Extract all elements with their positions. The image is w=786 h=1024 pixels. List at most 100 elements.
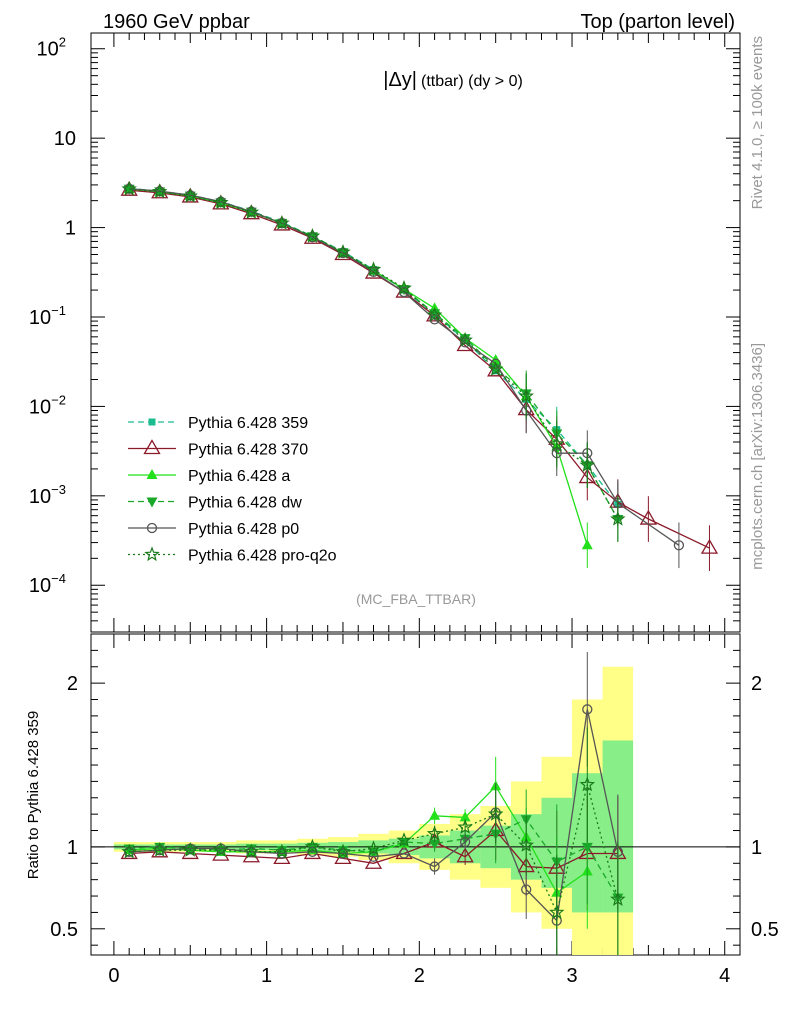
ratio-data-point <box>429 839 441 850</box>
y-tick-label: 10−1 <box>29 303 66 329</box>
ratio-series-line <box>129 709 619 922</box>
main-plot-area: 102 10 1 10−1 10−2 10−3 10−4 <box>29 33 740 633</box>
data-point <box>337 247 349 259</box>
ratio-y-tick-label-right: 2 <box>751 673 762 695</box>
ratio-data-point <box>398 848 410 859</box>
x-tick-label: 0 <box>108 965 119 987</box>
ratio-data-point <box>276 848 288 859</box>
y-tick-label: 102 <box>37 35 66 61</box>
ratio-data-point <box>304 838 321 854</box>
legend-label: Pythia 6.428 p0 <box>188 521 299 538</box>
y-tick-label: 10−3 <box>29 482 66 508</box>
ratio-data-point <box>245 844 257 855</box>
data-point <box>459 337 471 348</box>
y-tick-label: 1 <box>65 218 76 240</box>
ratio-data-point <box>396 832 412 847</box>
ratio-data-point <box>457 819 473 834</box>
x-axis-labels: 0 1 2 3 4 <box>108 965 730 987</box>
data-point <box>459 334 471 345</box>
data-point <box>121 180 137 196</box>
x-tick-label: 2 <box>414 965 425 987</box>
data-point <box>213 194 229 210</box>
ratio-series-line <box>129 784 619 915</box>
data-point <box>334 245 352 261</box>
ratio-series-line <box>129 785 588 894</box>
data-point <box>487 361 504 376</box>
ratio-data-point <box>213 842 229 857</box>
rivet-version: Rivet 4.1.0, ≥ 100k events <box>749 36 766 209</box>
ratio-data-point <box>151 842 168 857</box>
data-point <box>518 388 534 403</box>
ratio-y-tick-label: 1 <box>67 837 78 859</box>
ratio-data-point <box>123 844 135 855</box>
ratio-data-point <box>610 891 626 906</box>
series-line <box>129 188 680 546</box>
data-point <box>673 540 685 551</box>
source-link: mcplots.cern.ch [arXiv:1306.3436] <box>749 343 766 570</box>
ratio-data-point <box>337 848 349 859</box>
ratio-data-point <box>579 776 596 792</box>
ratio-data-point <box>521 884 532 895</box>
ratio-y-tick-label: 0.5 <box>50 919 78 941</box>
ratio-data-point <box>487 806 504 821</box>
ratio-data-point <box>276 846 288 857</box>
ratio-data-point <box>581 842 593 853</box>
main-subtitle: (ttbar) (dy > 0) <box>421 73 523 90</box>
ratio-data-point <box>337 846 349 857</box>
legend-label: Pythia 6.428 a <box>188 468 290 485</box>
series-line <box>129 188 588 546</box>
data-point <box>304 228 321 243</box>
legend-marker <box>143 439 161 455</box>
ratio-data-point <box>459 811 471 822</box>
ratio-data-point <box>426 825 443 841</box>
analysis-label: (MC_FBA_TTBAR) <box>356 591 476 607</box>
data-point <box>274 215 290 230</box>
ratio-data-point <box>365 840 382 856</box>
y-tick-label: 10 <box>54 128 76 150</box>
legend-marker <box>148 418 156 426</box>
y-tick-label: 10−4 <box>29 571 66 597</box>
data-point <box>700 538 719 554</box>
legend-marker <box>146 469 158 479</box>
legend-label: Pythia 6.428 359 <box>188 415 308 432</box>
data-point <box>581 539 593 550</box>
ratio-data-point <box>121 843 138 859</box>
legend-label: Pythia 6.428 pro-q2o <box>188 548 337 565</box>
ratio-data-point <box>184 844 196 855</box>
ratio-data-point <box>182 842 198 857</box>
x-tick-label: 3 <box>566 965 577 987</box>
ratio-data-point <box>364 853 383 869</box>
ratio-panel-frame <box>90 633 741 956</box>
ratio-y-tick-label-right: 0.5 <box>751 919 779 941</box>
ratio-data-point <box>582 704 593 715</box>
header-energy: 1960 GeV ppbar <box>103 11 250 33</box>
data-point <box>490 358 501 369</box>
data-point <box>396 280 412 295</box>
y-tick-label: 10−2 <box>29 392 66 418</box>
data-point <box>243 204 260 219</box>
ratio-data-point <box>456 847 474 863</box>
x-tick-label: 4 <box>719 965 730 987</box>
ratio-data-point <box>243 843 260 859</box>
data-point <box>398 285 410 296</box>
data-point <box>151 183 168 199</box>
ratio-data-point <box>549 904 565 920</box>
ratio-data-point <box>459 836 471 848</box>
ratio-plot-area: 0.5 0.5 1 1 2 2 <box>50 634 779 955</box>
data-point <box>365 261 382 277</box>
data-point <box>307 232 318 243</box>
legend: Pythia 6.428 359 Pythia 6.428 370 Pythia 6… <box>128 415 337 565</box>
legend-marker <box>144 546 160 562</box>
ratio-data-point <box>154 842 166 853</box>
data-point <box>610 510 626 526</box>
ratio-data-point <box>518 837 534 852</box>
main-panel-frame <box>90 32 741 633</box>
main-title: |Δy| <box>383 69 417 91</box>
data-point <box>182 187 198 203</box>
ratio-data-point <box>368 851 379 862</box>
x-tick-label: 1 <box>261 965 272 987</box>
ratio-data-point <box>274 843 290 859</box>
legend-label: Pythia 6.428 dw <box>188 495 302 512</box>
ratio-y-tick-label-right: 1 <box>751 837 762 859</box>
